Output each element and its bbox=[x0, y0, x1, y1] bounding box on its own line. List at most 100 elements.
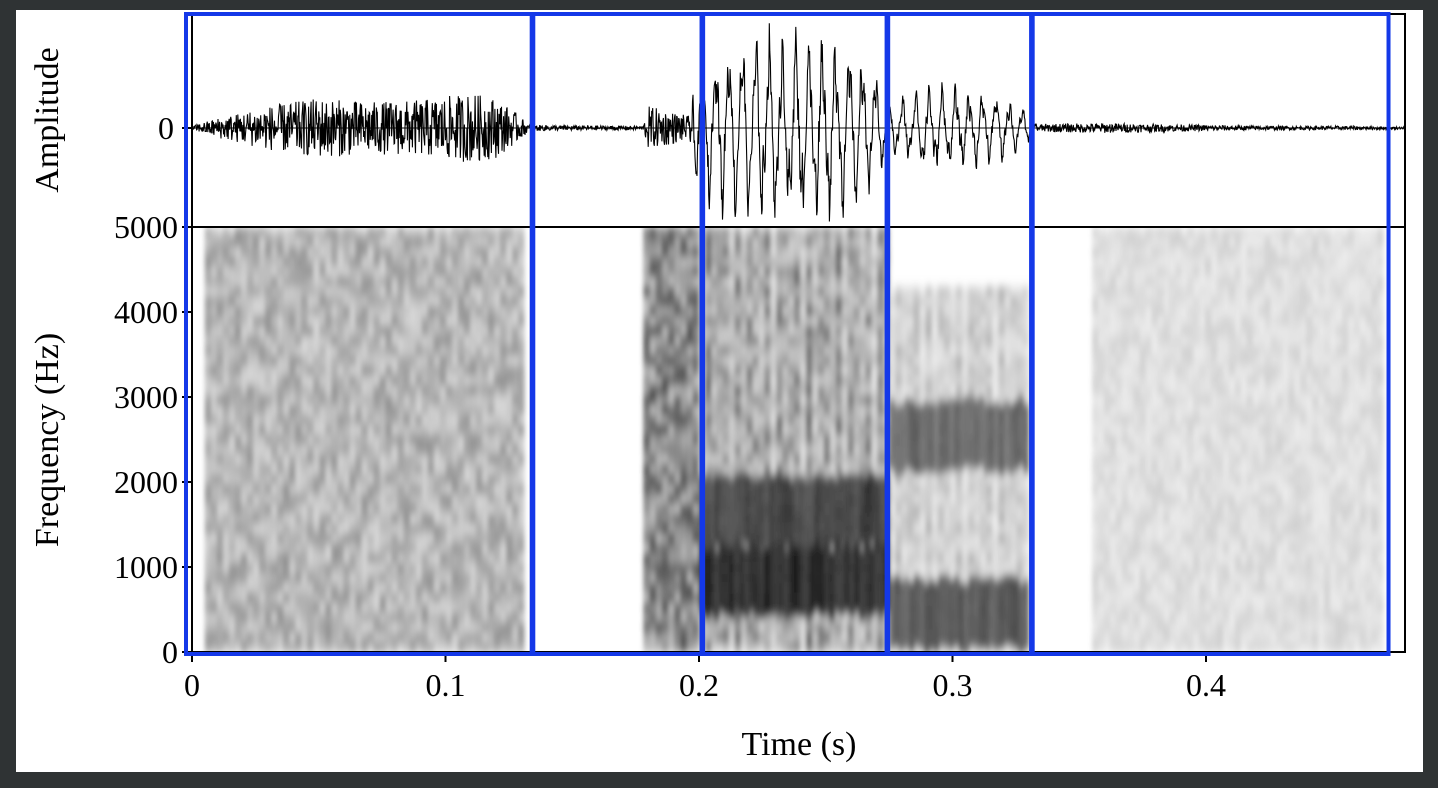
formant-band bbox=[784, 476, 790, 547]
formant-band bbox=[799, 477, 805, 548]
frequency-tick-label: 2000 bbox=[114, 464, 178, 500]
formant-band bbox=[739, 472, 745, 543]
spectrogram-panel bbox=[204, 227, 1385, 652]
formant-band bbox=[933, 404, 940, 475]
formant-band bbox=[948, 398, 955, 469]
formant-band bbox=[1018, 583, 1025, 652]
formant-band bbox=[988, 576, 995, 647]
frequency-tick-label: 5000 bbox=[114, 209, 178, 245]
formant-band bbox=[973, 576, 980, 647]
formant-band bbox=[809, 477, 815, 548]
formant-band bbox=[923, 401, 930, 472]
formant-band bbox=[819, 475, 825, 546]
formant-band bbox=[869, 472, 875, 543]
formant-band bbox=[774, 474, 780, 545]
formant-band bbox=[1013, 577, 1020, 648]
formant-band bbox=[779, 477, 785, 548]
formant-band bbox=[958, 400, 965, 471]
frequency-axis-label: Frequency (Hz) bbox=[29, 333, 66, 547]
formant-band bbox=[704, 482, 710, 553]
waveform-panel bbox=[192, 23, 1405, 222]
amplitude-tick-label: 0 bbox=[158, 110, 174, 146]
formant-band bbox=[719, 475, 725, 546]
formant-band bbox=[1023, 403, 1030, 474]
formant-band bbox=[874, 477, 880, 548]
formant-band bbox=[734, 475, 740, 546]
formant-band bbox=[1008, 575, 1015, 646]
formant-band bbox=[978, 579, 985, 650]
formant-band bbox=[784, 548, 790, 619]
formant-band bbox=[948, 579, 955, 650]
frequency-tick-label: 3000 bbox=[114, 379, 178, 415]
formant-band bbox=[923, 584, 930, 652]
segment-box bbox=[1030, 12, 1391, 656]
formant-band bbox=[769, 544, 775, 615]
formant-band bbox=[904, 398, 910, 469]
formant-band bbox=[1023, 580, 1030, 651]
formant-band bbox=[709, 480, 715, 551]
formant-band bbox=[744, 547, 750, 618]
formant-band bbox=[724, 544, 730, 615]
formant-band bbox=[1003, 401, 1010, 472]
formant-band bbox=[1018, 396, 1025, 467]
formant-band bbox=[993, 580, 1000, 651]
formant-band bbox=[988, 403, 995, 474]
formant-band bbox=[769, 475, 775, 546]
formant-band bbox=[789, 545, 795, 616]
formant-band bbox=[973, 398, 980, 469]
formant-band bbox=[724, 477, 730, 548]
formant-band bbox=[779, 544, 785, 615]
formant-band bbox=[709, 543, 715, 614]
formant-band bbox=[963, 584, 970, 652]
formant-band bbox=[953, 400, 960, 471]
formant-band bbox=[834, 480, 840, 551]
formant-band bbox=[849, 474, 855, 545]
time-tick-label: 0.2 bbox=[679, 667, 719, 703]
formant-band bbox=[804, 480, 810, 551]
formant-band bbox=[919, 578, 925, 649]
formant-band bbox=[889, 578, 895, 649]
formant-band bbox=[889, 399, 895, 470]
formant-band bbox=[759, 477, 765, 548]
formant-band bbox=[854, 475, 860, 546]
formant-band bbox=[839, 474, 845, 545]
formant-band bbox=[749, 540, 755, 611]
formant-band bbox=[869, 545, 875, 616]
formant-band bbox=[734, 540, 740, 611]
formant-band bbox=[854, 541, 860, 612]
formant-band bbox=[899, 580, 905, 651]
formant-band bbox=[764, 546, 770, 617]
formant-band bbox=[844, 474, 850, 545]
formant-band bbox=[928, 580, 935, 651]
formant-band bbox=[993, 401, 1000, 472]
frequency-tick-label: 1000 bbox=[114, 549, 178, 585]
formant-band bbox=[754, 545, 760, 616]
formant-band bbox=[909, 400, 915, 471]
formant-band bbox=[799, 547, 805, 618]
formant-band bbox=[759, 548, 765, 619]
formant-band bbox=[899, 404, 905, 475]
formant-band bbox=[859, 474, 865, 545]
formant-band bbox=[864, 479, 870, 550]
formant-band bbox=[978, 396, 985, 467]
waveform-trace bbox=[192, 23, 1405, 222]
figure-canvas: 0 0 1000 2000 3000 4000 5000 0 0.1 0.2 0.3 0.4 Ampl… bbox=[16, 10, 1423, 772]
formant-band bbox=[839, 545, 845, 616]
time-tick-label: 0.1 bbox=[426, 667, 466, 703]
formant-band bbox=[859, 550, 865, 621]
formant-band bbox=[1013, 400, 1020, 471]
segment-boxes bbox=[184, 12, 1391, 656]
formant-band bbox=[809, 545, 815, 616]
formant-band bbox=[914, 575, 920, 646]
formant-band bbox=[943, 575, 950, 646]
formant-band bbox=[879, 476, 885, 547]
formant-band bbox=[953, 576, 960, 647]
time-tick-label: 0.3 bbox=[933, 667, 973, 703]
formant-band bbox=[968, 576, 975, 647]
frequency-tick-label: 4000 bbox=[114, 294, 178, 330]
formant-band bbox=[824, 544, 830, 615]
formant-band bbox=[704, 548, 710, 619]
spectrogram-region bbox=[1091, 227, 1385, 652]
